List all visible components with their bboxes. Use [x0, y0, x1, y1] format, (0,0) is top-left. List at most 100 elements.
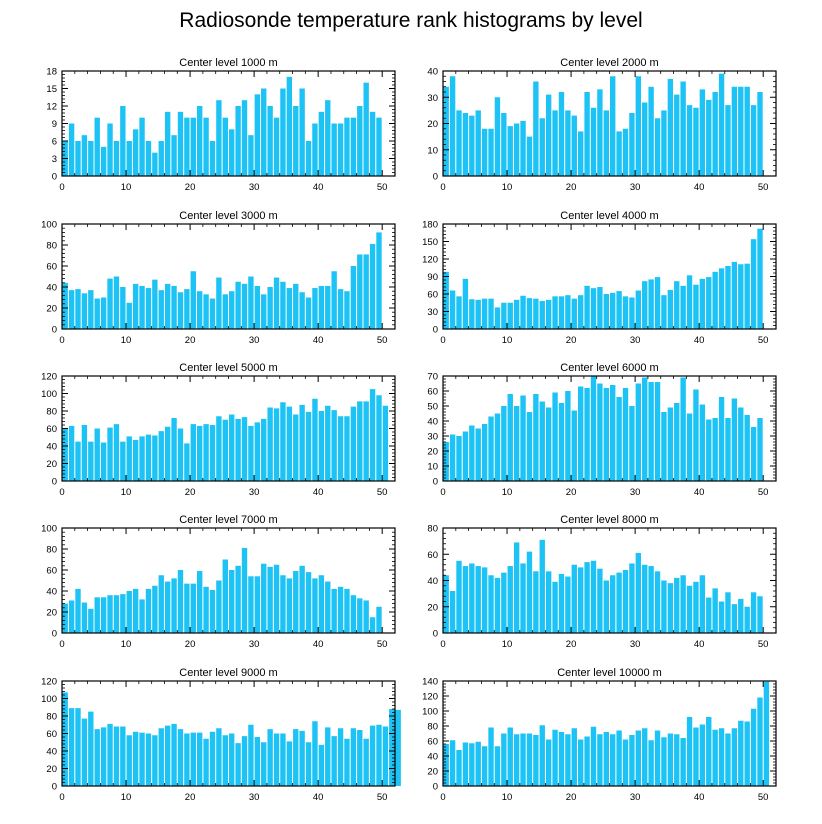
x-tick-label: 50 — [758, 335, 769, 346]
bar — [725, 592, 731, 633]
bar — [590, 107, 597, 176]
bar — [113, 424, 120, 482]
bar — [312, 288, 318, 329]
bar — [126, 735, 132, 786]
bar — [539, 301, 545, 329]
bar — [731, 728, 738, 786]
bar — [216, 580, 222, 633]
bar — [62, 692, 68, 787]
bar — [293, 283, 299, 329]
bar — [107, 595, 113, 633]
bar — [475, 428, 481, 481]
y-tick-label: 10 — [427, 145, 438, 156]
bar — [520, 733, 526, 786]
bar — [744, 606, 750, 633]
bar — [712, 729, 718, 786]
bar — [558, 403, 565, 481]
bar — [376, 232, 382, 329]
bar — [337, 728, 344, 786]
bar — [622, 570, 629, 633]
bar — [280, 88, 286, 176]
bar — [699, 575, 706, 633]
bar — [738, 86, 744, 176]
bar — [469, 425, 475, 481]
bar — [648, 740, 654, 786]
bar — [132, 439, 139, 482]
bar — [254, 576, 261, 633]
bar — [363, 738, 369, 786]
y-tick-label: 20 — [46, 304, 57, 315]
chart-panel: Center level 10000 m 0 20 40 60 80 100 120 140 0 1… — [422, 667, 777, 803]
panel-title: Center level 10000 m — [557, 667, 662, 679]
bar — [731, 398, 738, 481]
panel-title: Center level 3000 m — [179, 210, 277, 222]
bar — [501, 733, 507, 786]
bar — [88, 711, 94, 787]
bar — [100, 727, 107, 787]
bar — [635, 383, 642, 481]
bar — [177, 428, 184, 481]
bar — [494, 577, 501, 634]
bar — [235, 743, 241, 787]
bar — [389, 709, 395, 786]
bar — [616, 131, 622, 177]
bar — [501, 572, 507, 634]
bar — [100, 442, 107, 481]
bar — [299, 292, 305, 329]
bar — [456, 560, 462, 633]
bar — [622, 739, 629, 786]
y-tick-label: 40 — [46, 442, 57, 453]
y-tick-label: 120 — [41, 372, 57, 383]
bar — [680, 81, 686, 176]
y-tick-label: 12 — [46, 102, 57, 113]
bar — [699, 89, 706, 177]
x-tick-label: 50 — [377, 182, 388, 193]
bar — [261, 418, 267, 482]
bar — [616, 572, 622, 634]
panel-title: Center level 2000 m — [560, 57, 658, 69]
bar — [481, 128, 488, 176]
bar — [145, 434, 152, 482]
bar — [526, 136, 533, 177]
y-tick-label: 40 — [427, 752, 438, 763]
bar — [158, 141, 164, 176]
bar — [533, 735, 539, 786]
bar — [610, 734, 616, 786]
bar — [62, 428, 68, 481]
bar — [171, 418, 177, 481]
bar — [184, 289, 190, 329]
bar — [712, 588, 718, 634]
bar — [475, 566, 481, 633]
bar — [190, 271, 196, 329]
bar — [693, 727, 699, 786]
bar — [299, 730, 305, 787]
bar — [533, 394, 539, 481]
bar — [456, 110, 462, 177]
bar — [706, 277, 712, 329]
bar — [539, 725, 545, 786]
x-tick-label: 20 — [185, 182, 196, 193]
bar — [667, 407, 674, 481]
bar — [132, 731, 139, 786]
bar — [152, 279, 158, 329]
bar — [261, 742, 267, 786]
bar — [299, 404, 305, 482]
bar — [757, 596, 763, 633]
bar — [712, 271, 718, 329]
y-tick-label: 9 — [52, 119, 57, 130]
bar — [209, 731, 216, 786]
bar — [145, 588, 152, 633]
y-tick-label: 80 — [46, 712, 57, 723]
y-tick-label: 150 — [422, 237, 438, 248]
y-tick-label: 120 — [41, 677, 57, 688]
bar — [357, 401, 363, 482]
bar — [654, 277, 661, 329]
bar — [469, 115, 475, 177]
bar — [267, 287, 273, 329]
x-tick-label: 10 — [502, 182, 513, 193]
x-tick-label: 50 — [758, 639, 769, 650]
bar — [738, 264, 744, 329]
bar — [216, 277, 222, 329]
y-tick-label: 50 — [427, 402, 438, 413]
